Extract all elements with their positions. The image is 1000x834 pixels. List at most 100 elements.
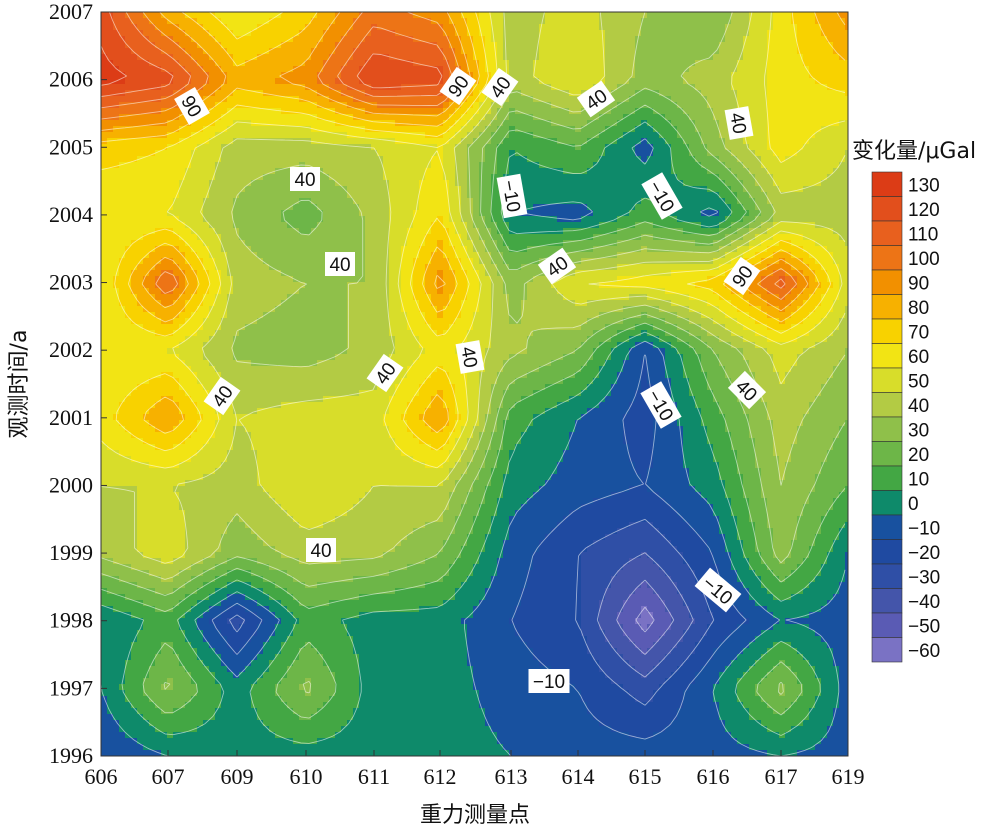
contour-cell [113,54,120,61]
contour-cell [707,78,714,85]
contour-cell [395,24,402,31]
contour-cell [179,78,186,85]
contour-cell [167,228,174,235]
contour-cell [671,126,678,133]
contour-cell [401,234,408,241]
contour-cell [563,246,570,253]
contour-cell [437,54,444,61]
contour-cell [299,198,306,205]
contour-cell [137,204,144,211]
contour-cell [641,150,648,157]
contour-cell [821,108,828,115]
contour-cell [689,24,696,31]
contour-cell [359,198,366,205]
contour-cell [359,42,366,49]
contour-cell [587,36,594,43]
contour-cell [173,186,180,193]
contour-cell [509,36,516,43]
contour-cell [497,60,504,67]
contour-cell [107,246,114,253]
contour-cell [491,60,498,67]
contour-cell [515,102,522,109]
contour-cell [815,144,822,151]
contour-cell [359,186,366,193]
contour-cell [197,18,204,25]
contour-cell [443,168,450,175]
contour-cell [227,60,234,67]
contour-cell [491,36,498,43]
contour-cell [803,180,810,187]
contour-cell [269,84,276,91]
contour-cell [329,12,336,19]
contour-cell [719,216,726,223]
contour-cell [767,90,774,97]
contour-cell [455,246,462,253]
contour-cell [593,204,600,211]
contour-cell [587,156,594,163]
contour-cell [437,108,444,115]
contour-cell [617,72,624,79]
contour-cell [827,108,834,115]
contour-cell [407,210,414,217]
contour-cell [101,192,108,199]
contour-cell [641,192,648,199]
contour-cell [245,78,252,85]
contour-cell [395,222,402,229]
contour-cell [449,240,456,247]
contour-cell [809,54,816,61]
contour-cell [395,198,402,205]
contour-cell [179,90,186,97]
contour-cell [749,54,756,61]
contour-cell [773,222,780,229]
contour-cell [317,198,324,205]
contour-cell [305,90,312,97]
contour-cell [773,102,780,109]
contour-cell [617,102,624,109]
contour-cell [437,78,444,85]
contour-cell [377,222,384,229]
contour-cell [743,24,750,31]
contour-cell [209,198,216,205]
contour-cell [161,204,168,211]
contour-cell [479,102,486,109]
contour-cell [149,30,156,37]
contour-cell [401,228,408,235]
contour-cell [677,138,684,145]
contour-cell [713,186,720,193]
contour-cell [407,60,414,67]
contour-cell [641,144,648,151]
contour-cell [839,12,846,19]
contour-cell [299,228,306,235]
contour-cell [725,186,732,193]
contour-cell [617,60,624,67]
contour-cell [455,198,462,205]
contour-cell [629,192,636,199]
contour-cell [107,240,114,247]
contour-cell [641,234,648,241]
contour-cell [719,144,726,151]
contour-cell [353,36,360,43]
contour-cell [521,18,528,25]
contour-cell [653,66,660,73]
contour-cell [563,138,570,145]
contour-cell [245,234,252,241]
contour-cell [161,192,168,199]
contour-cell [569,78,576,85]
contour-cell [803,108,810,115]
contour-cell [461,54,468,61]
contour-cell [257,36,264,43]
contour-cell [581,84,588,91]
contour-cell [539,54,546,61]
contour-cell [221,66,228,73]
contour-cell [599,18,606,25]
contour-cell [269,150,276,157]
contour-cell [521,192,528,199]
contour-cell [731,150,738,157]
contour-cell [713,234,720,241]
contour-cell [671,120,678,127]
contour-cell [731,156,738,163]
contour-cell [551,246,558,253]
contour-cell [671,36,678,43]
contour-cell [335,132,342,139]
contour-cell [797,90,804,97]
